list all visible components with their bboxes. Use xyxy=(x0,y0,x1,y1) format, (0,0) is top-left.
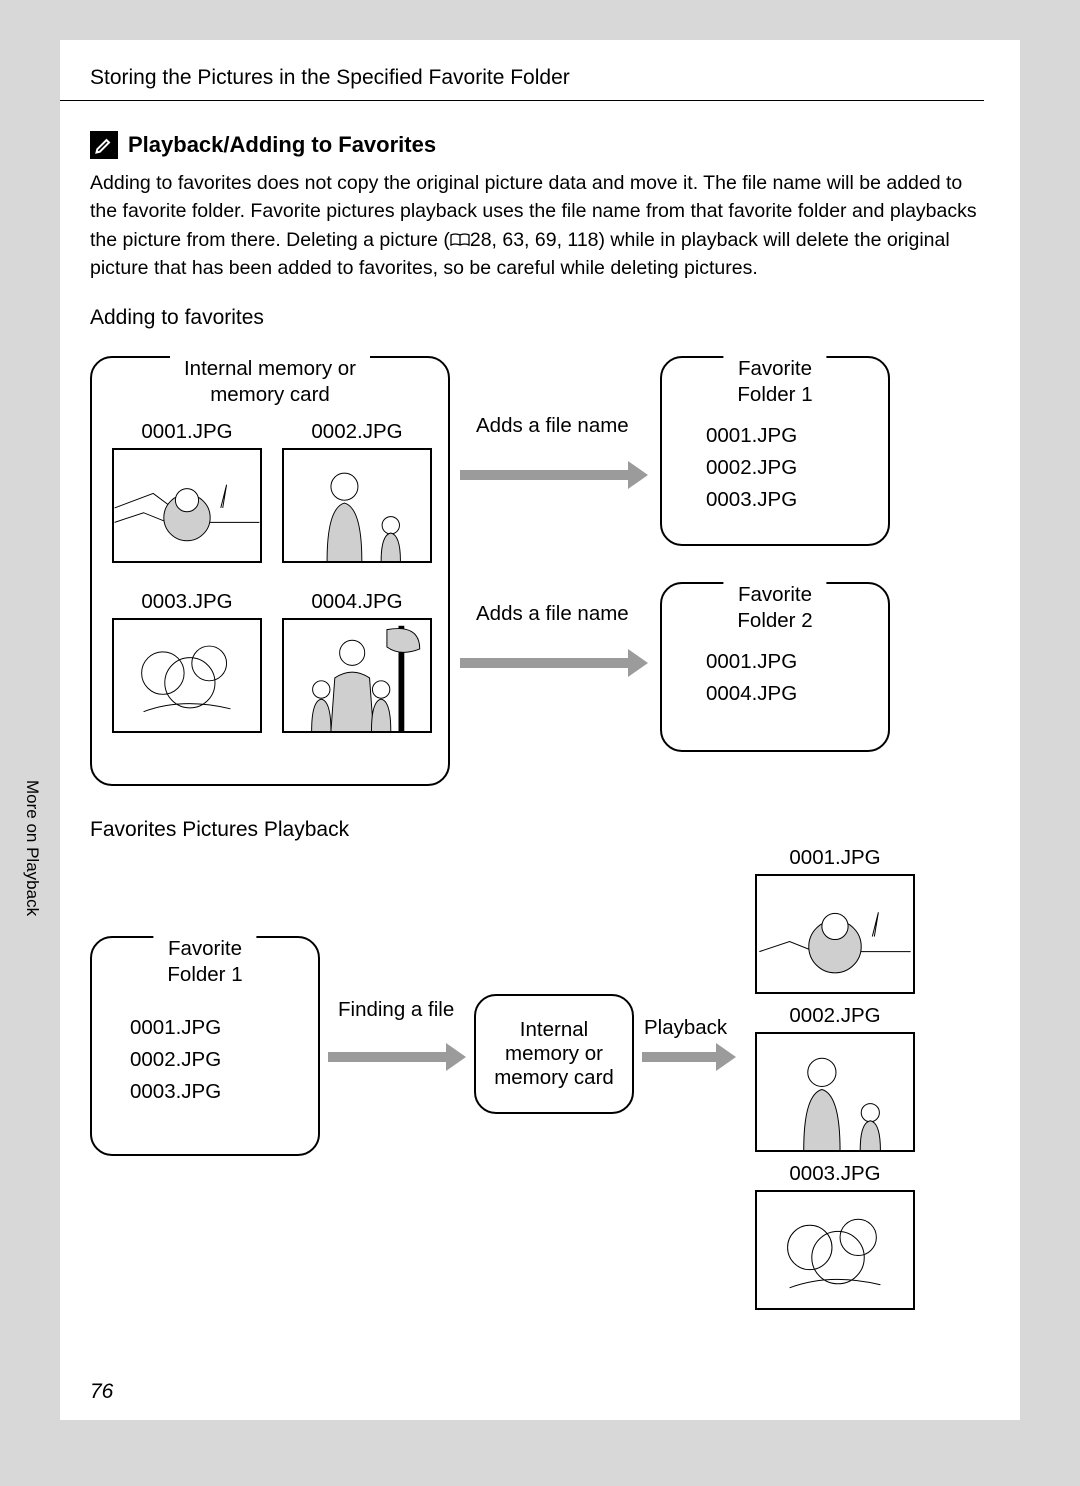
file-label: 0003.JPG xyxy=(706,484,797,516)
arrow-icon xyxy=(460,658,630,668)
arrow-icon xyxy=(460,470,630,480)
thumbnail xyxy=(755,874,915,994)
fav2-title: Favorite Folder 2 xyxy=(723,582,826,633)
page: Storing the Pictures in the Specified Fa… xyxy=(60,40,1020,1420)
thumbnail xyxy=(112,618,262,733)
page-refs: 28, 63, 69, 118 xyxy=(470,229,599,251)
file-label: 0003.JPG xyxy=(112,590,262,614)
pb-src-title: Favorite Folder 1 xyxy=(153,936,256,987)
fav2-files: 0001.JPG 0004.JPG xyxy=(706,646,797,710)
book-icon xyxy=(450,227,470,241)
file-label: 0001.JPG xyxy=(112,420,262,444)
file-label: 0003.JPG xyxy=(130,1076,221,1108)
source-box-title: Internal memory or memory card xyxy=(170,356,370,407)
arrow-label: Adds a file name xyxy=(476,414,629,438)
paragraph: Adding to favorites does not copy the or… xyxy=(90,169,984,282)
section-title: Playback/Adding to Favorites xyxy=(128,132,436,158)
file-label: 0001.JPG xyxy=(706,646,797,678)
pb-mid-box: Internal memory or memory card xyxy=(474,994,634,1114)
file-label: 0001.JPG xyxy=(706,420,797,452)
file-label: 0002.JPG xyxy=(130,1044,221,1076)
file-label: 0002.JPG xyxy=(750,1004,920,1028)
pencil-icon xyxy=(90,131,118,159)
page-number: 76 xyxy=(90,1380,113,1404)
section: Playback/Adding to Favorites Adding to f… xyxy=(60,101,1020,1346)
diag2-title: Favorites Pictures Playback xyxy=(90,818,984,842)
file-label: 0003.JPG xyxy=(750,1162,920,1186)
diagram-adding: Internal memory or memory card 0001.JPG … xyxy=(90,334,990,794)
arrow-label: Adds a file name xyxy=(476,602,629,626)
file-label: 0002.JPG xyxy=(282,420,432,444)
pb-src-box: Favorite Folder 1 0001.JPG 0002.JPG 0003… xyxy=(90,936,320,1156)
arrow-icon xyxy=(328,1052,448,1062)
fav1-files: 0001.JPG 0002.JPG 0003.JPG xyxy=(706,420,797,515)
section-title-row: Playback/Adding to Favorites xyxy=(90,131,984,159)
arrow-label: Playback xyxy=(644,1016,727,1040)
file-label: 0004.JPG xyxy=(282,590,432,614)
diag1-title: Adding to favorites xyxy=(90,306,984,330)
pb-out-col: 0001.JPG 0002.JPG 0003.JPG xyxy=(750,846,920,1310)
source-box: Internal memory or memory card 0001.JPG … xyxy=(90,356,450,786)
page-header: Storing the Pictures in the Specified Fa… xyxy=(60,40,984,101)
thumbnail xyxy=(755,1190,915,1310)
arrow-label: Finding a file xyxy=(338,998,454,1022)
fav2-box: Favorite Folder 2 0001.JPG 0004.JPG xyxy=(660,582,890,752)
file-label: 0002.JPG xyxy=(706,452,797,484)
fav1-title: Favorite Folder 1 xyxy=(723,356,826,407)
pb-src-files: 0001.JPG 0002.JPG 0003.JPG xyxy=(130,1012,221,1107)
thumbnail xyxy=(282,448,432,563)
side-label: More on Playback xyxy=(22,780,42,916)
file-label: 0001.JPG xyxy=(750,846,920,870)
fav1-box: Favorite Folder 1 0001.JPG 0002.JPG 0003… xyxy=(660,356,890,546)
thumbnail xyxy=(755,1032,915,1152)
file-label: 0001.JPG xyxy=(130,1012,221,1044)
diagram-playback: Favorite Folder 1 0001.JPG 0002.JPG 0003… xyxy=(90,846,990,1346)
thumbnail xyxy=(112,448,262,563)
file-label: 0004.JPG xyxy=(706,678,797,710)
thumbnail xyxy=(282,618,432,733)
arrow-icon xyxy=(642,1052,718,1062)
